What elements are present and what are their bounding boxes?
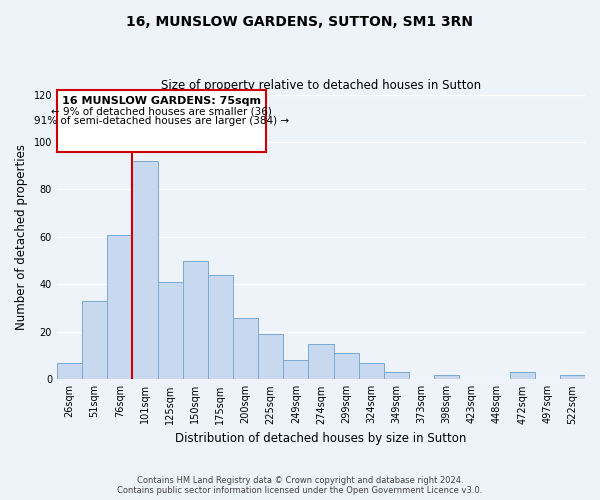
Bar bbox=[509, 372, 535, 380]
FancyBboxPatch shape bbox=[57, 90, 266, 152]
X-axis label: Distribution of detached houses by size in Sutton: Distribution of detached houses by size … bbox=[175, 432, 467, 445]
Bar bbox=[359, 362, 384, 380]
Bar bbox=[182, 260, 208, 380]
Text: Contains HM Land Registry data © Crown copyright and database right 2024.
Contai: Contains HM Land Registry data © Crown c… bbox=[118, 476, 482, 495]
Text: ← 9% of detached houses are smaller (36): ← 9% of detached houses are smaller (36) bbox=[51, 106, 272, 117]
Bar bbox=[308, 344, 334, 380]
Bar bbox=[133, 161, 158, 380]
Bar bbox=[434, 374, 459, 380]
Text: 16 MUNSLOW GARDENS: 75sqm: 16 MUNSLOW GARDENS: 75sqm bbox=[62, 96, 261, 106]
Bar bbox=[82, 301, 107, 380]
Bar bbox=[560, 374, 585, 380]
Bar bbox=[258, 334, 283, 380]
Bar bbox=[384, 372, 409, 380]
Text: 91% of semi-detached houses are larger (384) →: 91% of semi-detached houses are larger (… bbox=[34, 116, 289, 126]
Text: 16, MUNSLOW GARDENS, SUTTON, SM1 3RN: 16, MUNSLOW GARDENS, SUTTON, SM1 3RN bbox=[127, 15, 473, 29]
Bar bbox=[334, 353, 359, 380]
Bar bbox=[283, 360, 308, 380]
Bar bbox=[233, 318, 258, 380]
Bar bbox=[57, 362, 82, 380]
Bar bbox=[158, 282, 182, 380]
Y-axis label: Number of detached properties: Number of detached properties bbox=[15, 144, 28, 330]
Title: Size of property relative to detached houses in Sutton: Size of property relative to detached ho… bbox=[161, 79, 481, 92]
Bar bbox=[107, 234, 133, 380]
Bar bbox=[208, 275, 233, 380]
